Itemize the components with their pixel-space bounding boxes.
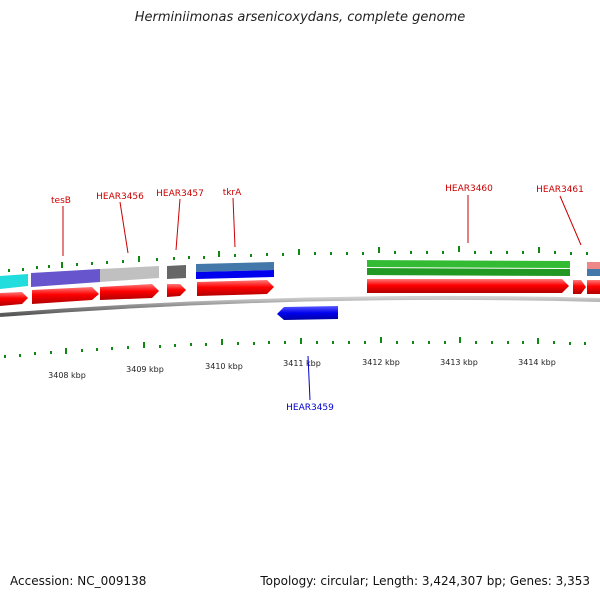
- gene-arrow-forward[interactable]: [587, 280, 600, 294]
- scale-label: 3410 kbp: [205, 362, 243, 371]
- label-leader-lines: [62, 195, 582, 401]
- cog-band-purple[interactable]: [31, 269, 100, 287]
- gene-label-hear3459[interactable]: HEAR3459: [286, 403, 334, 413]
- cog-band-darkgray[interactable]: [167, 265, 186, 279]
- gene-arrow-forward[interactable]: [32, 287, 99, 304]
- scale-labels: 3408 kbp 3409 kbp 3410 kbp 3411 kbp 3412…: [48, 358, 556, 380]
- cog-band-steelblue-2[interactable]: [587, 269, 600, 276]
- cog-band-cyan[interactable]: [0, 274, 28, 289]
- gene-label-hear3456[interactable]: HEAR3456: [96, 192, 144, 202]
- cog-band-blue[interactable]: [196, 270, 274, 279]
- scale-tick-ring: [4, 337, 586, 358]
- gene-arrow-reverse[interactable]: [277, 306, 338, 320]
- cog-band-green-bottom[interactable]: [367, 268, 570, 276]
- gene-arrow-forward[interactable]: [167, 284, 186, 297]
- gene-arrow-forward[interactable]: [197, 280, 274, 296]
- gene-label-hear3461[interactable]: HEAR3461: [536, 185, 584, 195]
- forward-strand-genes: [0, 279, 600, 306]
- genome-title: Herminiimonas arsenicoxydans, complete g…: [134, 10, 466, 25]
- scale-label: 3412 kbp: [362, 358, 400, 367]
- gene-label-tkra[interactable]: tkrA: [223, 188, 242, 198]
- genome-backbone: [0, 295, 600, 317]
- gene-arrow-forward[interactable]: [0, 292, 28, 306]
- gene-arrow-forward[interactable]: [100, 284, 159, 300]
- gene-labels: tesB HEAR3456 HEAR3457 tkrA HEAR3460 HEA…: [51, 184, 584, 413]
- scale-label: 3409 kbp: [126, 365, 164, 374]
- scale-label: 3414 kbp: [518, 358, 556, 367]
- cog-band-steelblue[interactable]: [196, 262, 274, 272]
- cog-band-lightgray[interactable]: [100, 266, 159, 282]
- cog-band-green-top[interactable]: [367, 260, 570, 268]
- gene-label-hear3460[interactable]: HEAR3460: [445, 184, 493, 194]
- gene-arrow-forward[interactable]: [367, 279, 569, 293]
- gene-label-hear3457[interactable]: HEAR3457: [156, 189, 204, 199]
- gene-arrow-forward[interactable]: [573, 280, 586, 294]
- outer-tick-ring: [8, 246, 588, 272]
- cog-band-ring: [0, 260, 600, 289]
- gene-label-tesb[interactable]: tesB: [51, 196, 71, 206]
- scale-label: 3411 kbp: [283, 359, 321, 368]
- scale-label: 3413 kbp: [440, 358, 478, 367]
- topology-text: Topology: circular; Length: 3,424,307 bp…: [260, 574, 590, 588]
- scale-label: 3408 kbp: [48, 371, 86, 380]
- accession-text: Accession: NC_009138: [10, 574, 147, 588]
- cog-band-pink[interactable]: [587, 262, 600, 269]
